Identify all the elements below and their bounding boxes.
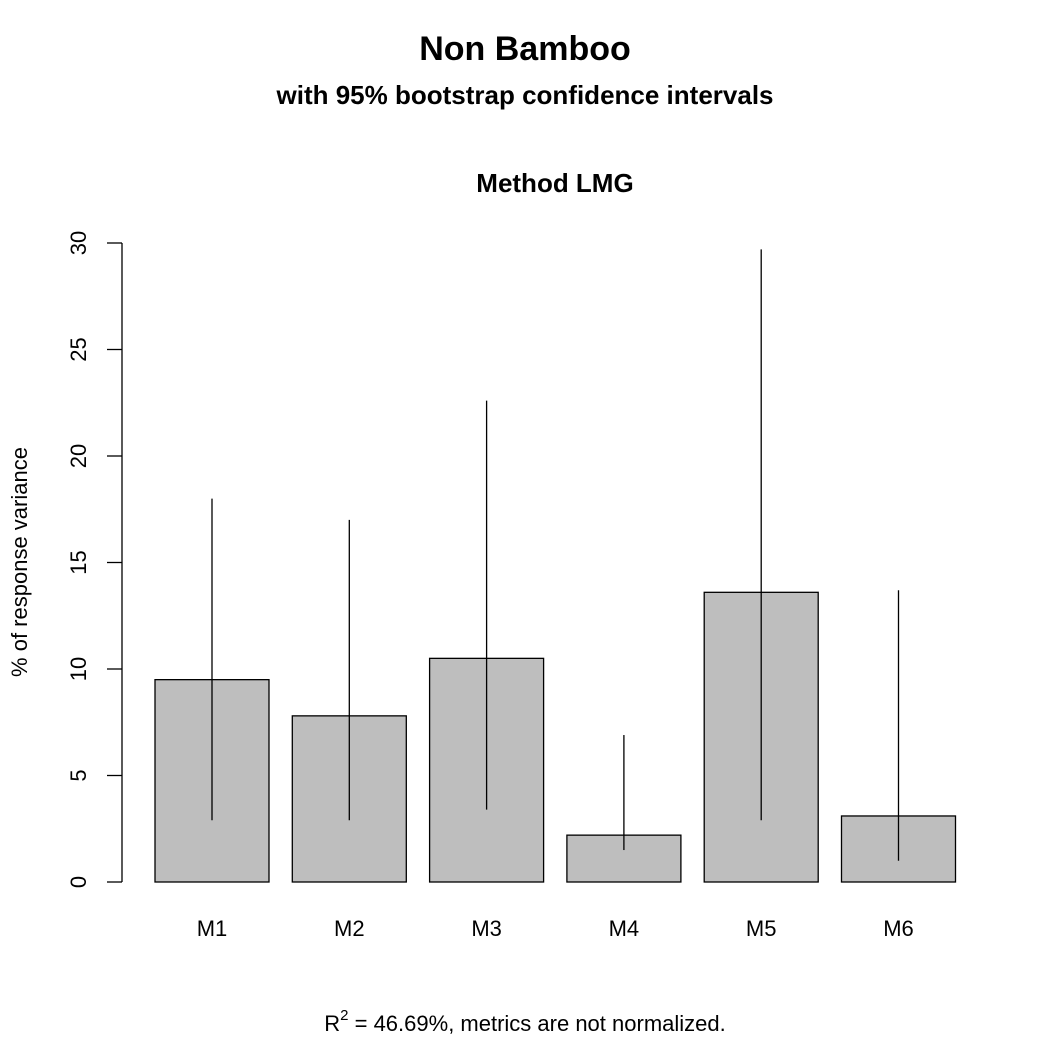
x-tick-labels: M1 M2 M3 M4 M5 M6 bbox=[197, 916, 914, 941]
y-axis-label: % of response variance bbox=[7, 447, 32, 677]
y-tick-label: 5 bbox=[66, 769, 91, 781]
y-tick-label: 10 bbox=[66, 657, 91, 681]
y-axis: 0 5 10 15 20 25 30 bbox=[66, 231, 123, 888]
footnote-text: = 46.69%, metrics are not normalized. bbox=[349, 1011, 726, 1036]
chart-title: Non Bamboo bbox=[419, 30, 631, 68]
chart-subtitle: with 95% bootstrap confidence intervals bbox=[276, 80, 774, 110]
y-tick-label: 30 bbox=[66, 231, 91, 255]
footnote: R2 = 46.69%, metrics are not normalized. bbox=[324, 1007, 725, 1036]
bars-group bbox=[154, 591, 957, 883]
x-tick-label: M3 bbox=[471, 916, 502, 941]
x-tick-label: M1 bbox=[197, 916, 228, 941]
x-tick-label: M6 bbox=[883, 916, 914, 941]
footnote-sup: 2 bbox=[340, 1007, 348, 1024]
y-tick-label: 15 bbox=[66, 550, 91, 574]
y-tick-label: 20 bbox=[66, 444, 91, 468]
error-bars-group bbox=[211, 249, 900, 861]
plot-title: Method LMG bbox=[476, 168, 633, 198]
x-tick-label: M4 bbox=[609, 916, 640, 941]
y-tick-label: 25 bbox=[66, 337, 91, 361]
x-tick-label: M2 bbox=[334, 916, 365, 941]
y-tick-label: 0 bbox=[66, 876, 91, 888]
footnote-r: R bbox=[324, 1011, 340, 1036]
x-tick-label: M5 bbox=[746, 916, 777, 941]
